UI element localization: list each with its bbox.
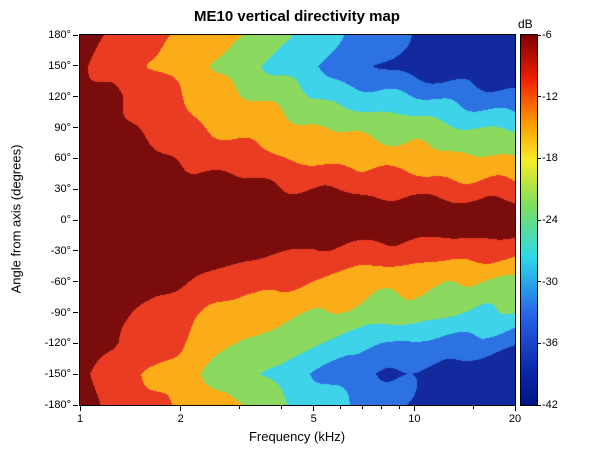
chart-title: ME10 vertical directivity map <box>194 8 400 25</box>
x-tick <box>514 406 516 411</box>
colorbar-tick <box>538 96 541 98</box>
colorbar-tick-label: -42 <box>542 399 558 411</box>
x-tick <box>413 406 415 411</box>
x-axis-label: Frequency (kHz) <box>248 429 346 444</box>
x-tick <box>79 406 81 411</box>
colorbar-label: dB <box>518 17 533 31</box>
y-tick-label: -180° <box>44 399 71 411</box>
x-tick <box>180 406 182 411</box>
y-tick <box>73 219 78 221</box>
y-tick <box>73 65 78 67</box>
x-tick-label: 10 <box>408 413 421 425</box>
colorbar-tick <box>538 281 541 283</box>
colorbar-gradient <box>521 35 537 405</box>
x-tick <box>313 406 315 411</box>
y-tick <box>73 250 78 252</box>
colorbar-tick-label: -12 <box>542 90 558 103</box>
x-minor-tick <box>280 406 282 409</box>
colorbar-tick <box>538 404 541 406</box>
y-tick-label: -60° <box>50 275 71 288</box>
colorbar-tick-label: -30 <box>542 275 558 288</box>
x-tick-label: 2 <box>177 413 184 425</box>
y-tick-label: 30° <box>54 183 71 196</box>
y-tick-label: -90° <box>50 306 71 319</box>
colorbar: -6 -12 -18 -24 -30 -36 -42 <box>520 29 558 411</box>
y-axis-label: Angle from axis (degrees) <box>8 144 24 294</box>
y-tick <box>73 342 78 344</box>
colorbar-tick <box>538 219 541 221</box>
colorbar-tick-label: -36 <box>542 337 558 350</box>
y-tick <box>73 281 78 283</box>
colorbar-tick <box>538 34 541 36</box>
y-tick <box>73 127 78 128</box>
colorbar-tick-label: -6 <box>542 29 552 41</box>
y-tick <box>73 188 78 190</box>
y-tick-label: -150° <box>44 368 71 381</box>
y-tick <box>73 96 78 98</box>
x-minor-tick <box>239 406 241 409</box>
x-tick-label: 5 <box>310 413 317 425</box>
x-minor-tick <box>472 406 474 409</box>
y-tick-label: -30° <box>50 244 71 257</box>
x-minor-tick <box>339 406 341 409</box>
y-tick-label: 150° <box>48 59 71 72</box>
y-tick-label: 90° <box>54 121 71 134</box>
x-minor-tick <box>381 406 383 409</box>
y-tick <box>73 373 78 375</box>
x-tick-label: 20 <box>508 413 522 425</box>
x-minor-tick <box>362 406 364 409</box>
colorbar-tick-label: -24 <box>542 214 558 226</box>
y-tick-label: 60° <box>54 152 71 165</box>
colorbar-tick <box>538 157 541 159</box>
y-tick <box>73 157 78 159</box>
y-tick <box>73 34 78 36</box>
colorbar-tick <box>538 342 541 344</box>
x-tick-label: 1 <box>76 413 84 425</box>
y-tick <box>73 312 78 313</box>
y-tick-label: 120° <box>48 90 71 103</box>
y-tick-label: -120° <box>44 337 71 350</box>
y-tick <box>73 404 78 406</box>
plot-area: 1 2 5 10 20 180° 150° 120° 90° 60° 30° 0° -30° -60° -9… <box>45 29 522 425</box>
x-minor-tick <box>398 406 400 409</box>
y-tick-label: 0° <box>60 214 71 226</box>
y-tick-label: 180° <box>48 29 71 41</box>
directivity-heatmap <box>80 35 515 405</box>
colorbar-tick-label: -18 <box>542 152 558 165</box>
